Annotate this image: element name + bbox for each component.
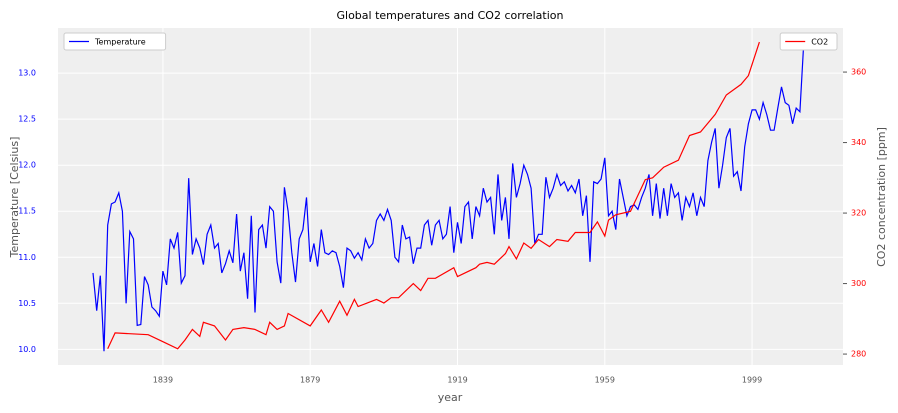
series-line — [92, 45, 805, 352]
x-axis-label: year — [438, 391, 463, 404]
x-tick-label: 1959 — [595, 376, 615, 385]
y-tick-label: 13.0 — [18, 69, 36, 78]
x-tick-label: 1879 — [300, 376, 320, 385]
legend-label: CO2 — [811, 38, 828, 47]
y-tick-label: 11.5 — [18, 207, 36, 216]
y2-tick-label: 340 — [851, 138, 866, 147]
legend: CO2 — [779, 32, 838, 51]
plot-area — [58, 28, 843, 365]
legend: Temperature — [63, 32, 167, 51]
y-axis-label: Temperature [Celsius] — [8, 137, 21, 259]
y-tick-label: 10.5 — [18, 299, 36, 308]
y2-tick-label: 280 — [851, 350, 866, 359]
chart-title: Global temperatures and CO2 correlation — [336, 9, 563, 22]
legend-box — [779, 32, 838, 51]
y2-tick-label: 360 — [851, 68, 866, 77]
y-tick-label: 10.0 — [18, 345, 36, 354]
y-tick-label: 12.0 — [18, 161, 36, 170]
legend-box — [63, 32, 167, 51]
y2-tick-label: 320 — [851, 209, 866, 218]
y-tick-label: 11.0 — [18, 253, 36, 262]
series-line — [107, 41, 760, 350]
legend-label: Temperature — [94, 38, 146, 47]
x-tick-label: 1999 — [742, 376, 762, 385]
y-tick-label: 12.5 — [18, 115, 36, 124]
x-tick-label: 1839 — [153, 376, 173, 385]
y2-axis-label: CO2 concentration [ppm] — [875, 127, 888, 267]
y2-tick-label: 300 — [851, 279, 866, 288]
x-tick-label: 1919 — [447, 376, 467, 385]
